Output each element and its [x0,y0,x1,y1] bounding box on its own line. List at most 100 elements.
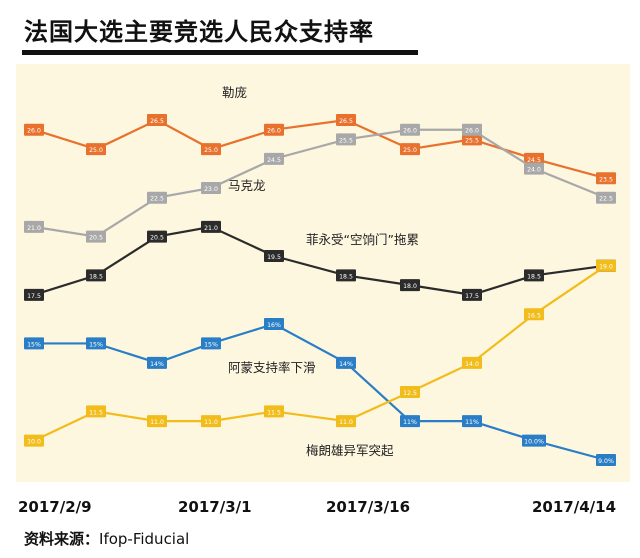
data-point-阿蒙-5 [336,356,356,369]
title-underline [22,50,418,55]
data-label-菲永-2: 20.5 [150,235,164,242]
data-point-梅朗雄-1 [86,405,106,418]
data-label-勒庞-2: 26.5 [150,118,164,125]
data-point-菲永-6 [400,279,420,292]
data-point-马克龙-7 [462,123,482,136]
data-label-梅朗雄-2: 11.0 [150,419,164,426]
data-point-阿蒙-1 [86,337,106,350]
annotation-菲永: 菲永受“空饷门”拖累 [306,232,419,247]
data-label-菲永-4: 19.5 [267,254,281,261]
data-label-勒庞-8: 24.5 [527,157,541,164]
data-point-菲永-0 [24,288,44,301]
data-point-梅朗雄-9 [596,259,616,272]
data-point-马克龙-6 [400,123,420,136]
data-point-勒庞-9 [596,172,616,185]
data-point-阿蒙-7 [462,415,482,428]
data-label-阿蒙-0: 15% [27,341,41,348]
series-line-马克龙 [33,128,607,238]
data-point-梅朗雄-6 [400,386,420,398]
data-label-马克龙-8: 24.0 [527,167,541,174]
data-point-勒庞-3 [201,143,221,156]
data-label-梅朗雄-5: 11.0 [339,419,353,426]
data-label-阿蒙-6: 11% [403,419,417,426]
data-label-马克龙-1: 20.5 [89,235,103,242]
data-point-梅朗雄-0 [24,434,44,447]
source-note: 资料来源：Ifop-Fiducial [24,528,189,549]
data-label-阿蒙-9: 9.0% [598,458,614,465]
source-value: Ifop-Fiducial [99,530,190,548]
data-point-梅朗雄-5 [336,415,356,428]
source-label: 资料来源： [24,530,100,548]
data-label-阿蒙-4: 16% [267,322,281,329]
series-阿蒙: 15% 15% 14% 15% 16% 14% 11% 11% 10.0% 9.0% 阿蒙支持率下滑 [24,318,616,466]
data-point-阿蒙-8 [522,434,546,447]
data-label-阿蒙-5: 14% [339,361,353,368]
data-point-勒庞-0 [24,123,44,136]
data-point-梅朗雄-4 [264,405,284,418]
data-label-阿蒙-3: 15% [204,341,218,348]
data-point-菲永-4 [264,250,284,262]
data-point-马克龙-0 [24,220,44,233]
data-label-阿蒙-8: 10.0% [524,439,544,446]
data-point-马克龙-8 [524,162,544,175]
data-label-勒庞-0: 26.0 [27,128,41,135]
annotation-马克龙: 马克龙 [228,178,266,193]
data-label-梅朗雄-8: 16.5 [527,312,541,319]
data-label-勒庞-7: 25.5 [465,137,479,144]
data-label-菲永-6: 18.0 [403,283,417,290]
data-point-菲永-1 [86,269,106,282]
date-tick-4: 2017/4/14 [532,498,617,516]
data-label-菲永-0: 17.5 [27,293,41,300]
data-label-马克龙-2: 22.5 [150,196,164,203]
data-label-菲永-7: 17.5 [465,293,479,300]
data-label-勒庞-9: 23.5 [599,176,613,183]
data-point-菲永-2 [147,230,167,243]
data-point-马克龙-9 [596,191,616,204]
data-label-菲永-3: 21.0 [204,225,218,232]
data-point-勒庞-7 [462,133,482,146]
data-label-马克龙-9: 22.5 [599,196,613,203]
data-point-菲永-5 [336,269,356,282]
series-line-菲永 [33,225,607,296]
data-label-阿蒙-1: 15% [89,341,103,348]
data-point-梅朗雄-8 [524,308,544,321]
data-label-马克龙-6: 26.0 [403,128,417,135]
date-tick-3: 2017/3/16 [326,498,411,516]
data-label-勒庞-6: 25.0 [403,147,417,154]
data-point-马克龙-1 [86,230,106,243]
data-label-阿蒙-7: 11% [465,419,479,426]
data-label-马克龙-0: 21.0 [27,225,41,232]
data-label-梅朗雄-7: 14.0 [465,361,479,368]
data-point-马克龙-3 [201,182,221,194]
data-point-菲永-8 [524,269,544,282]
data-label-马克龙-5: 25.5 [339,137,353,144]
data-label-梅朗雄-3: 11.0 [204,419,218,426]
data-point-梅朗雄-7 [462,356,482,369]
annotation-勒庞: 勒庞 [222,85,247,100]
data-label-阿蒙-2: 14% [150,361,164,368]
data-label-马克龙-7: 26.0 [465,128,479,135]
data-label-梅朗雄-9: 19.0 [599,264,613,271]
data-label-勒庞-1: 25.0 [89,147,103,154]
series-马克龙: 21.0 20.5 22.5 23.0 24.5 25.5 26.0 26.0 24.0 22.5… [24,123,616,243]
data-point-勒庞-2 [147,114,167,126]
data-label-勒庞-5: 26.5 [339,118,353,125]
data-point-勒庞-1 [86,143,106,156]
data-point-阿蒙-4 [264,318,284,330]
data-point-马克龙-5 [336,133,356,146]
data-label-梅朗雄-6: 12.5 [403,390,417,397]
series-line-阿蒙 [34,322,607,462]
series-梅朗雄: 10.0 11.5 11.0 11.0 11.5 11.0 12.5 14.0 16.5 19.0… [24,259,616,458]
data-point-梅朗雄-3 [201,415,221,428]
data-point-阿蒙-9 [596,454,616,466]
data-point-阿蒙-2 [147,356,167,369]
data-point-菲永-7 [462,288,482,301]
date-tick-2: 2017/3/1 [178,498,252,516]
data-point-勒庞-8 [524,152,544,165]
data-label-梅朗雄-4: 11.5 [267,409,281,416]
data-point-勒庞-6 [400,143,420,156]
data-point-阿蒙-6 [400,415,420,428]
data-label-勒庞-4: 26.0 [267,128,281,135]
